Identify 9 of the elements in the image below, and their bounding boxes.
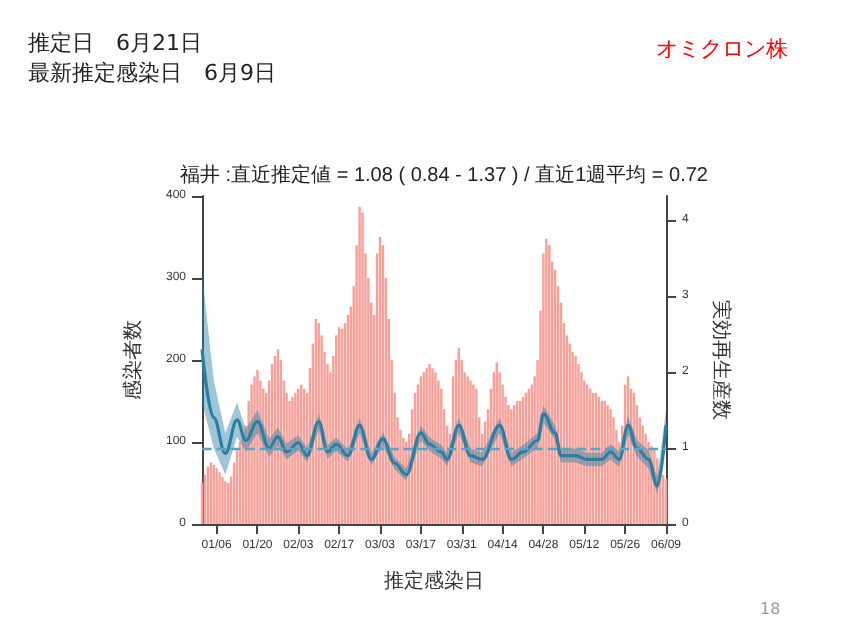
line-series bbox=[200, 347, 668, 488]
y2-axis-title: 実効再生産数 bbox=[709, 300, 734, 420]
x-axis-title: 推定感染日 bbox=[384, 569, 484, 593]
text: 最新推定感染日 6月9日 bbox=[28, 58, 276, 88]
text: 推定日 6月21日 bbox=[28, 28, 202, 58]
text: 18 bbox=[760, 600, 781, 618]
y-axis-title: 感染者数 bbox=[121, 320, 146, 400]
chart-title: 福井 :直近推定値 = 1.08 ( 0.84 - 1.37 ) / 直近1週平均 = 0.72 bbox=[180, 163, 709, 187]
text: オミクロン株 bbox=[656, 34, 788, 64]
